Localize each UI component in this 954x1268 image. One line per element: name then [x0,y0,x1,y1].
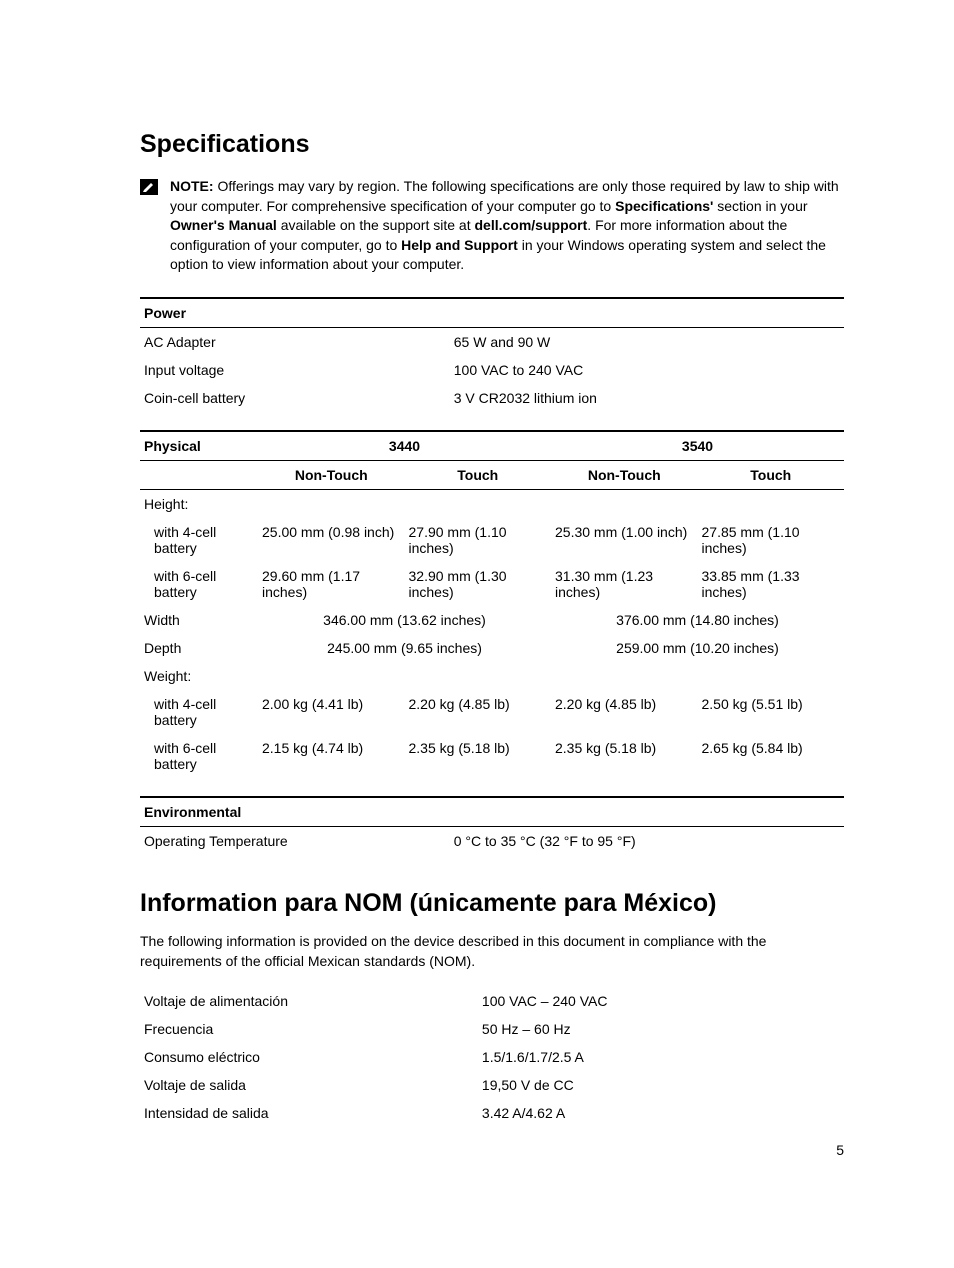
depth-label: Depth [140,634,258,662]
power-label: Input voltage [140,356,450,384]
note-block: NOTE: Offerings may vary by region. The … [140,177,844,275]
env-label: Operating Temperature [140,826,450,855]
nom-intro: The following information is provided on… [140,932,844,971]
table-row: Width 346.00 mm (13.62 inches) 376.00 mm… [140,606,844,634]
with4-label-w: with 4-cell battery [140,690,258,734]
col-nontouch-a: Non-Touch [258,460,405,489]
nom-value: 100 VAC – 240 VAC [478,987,844,1015]
nom-label: Frecuencia [140,1015,478,1043]
power-table: Power AC Adapter 65 W and 90 W Input vol… [140,297,844,412]
page-number: 5 [836,1142,844,1158]
table-row: Depth 245.00 mm (9.65 inches) 259.00 mm … [140,634,844,662]
table-row: Height: [140,489,844,518]
col-nontouch-b: Non-Touch [551,460,698,489]
nom-value: 50 Hz – 60 Hz [478,1015,844,1043]
table-row: Voltaje de salida 19,50 V de CC [140,1071,844,1099]
weight-label: Weight: [140,662,844,690]
with6-label-w: with 6-cell battery [140,734,258,778]
note-bold1: Specifications' [615,198,713,214]
power-label: AC Adapter [140,327,450,356]
env-header: Environmental [140,797,844,827]
table-row: Frecuencia 50 Hz – 60 Hz [140,1015,844,1043]
nom-label: Voltaje de salida [140,1071,478,1099]
power-header: Power [140,298,844,328]
nom-value: 3.42 A/4.62 A [478,1099,844,1127]
w6-a-nt: 2.15 kg (4.74 lb) [258,734,405,778]
table-row: Input voltage 100 VAC to 240 VAC [140,356,844,384]
with6-label: with 6-cell battery [140,562,258,606]
note-bold2: Owner's Manual [170,217,277,233]
h4-b-t: 27.85 mm (1.10 inches) [698,518,845,562]
table-row: Voltaje de alimentación 100 VAC – 240 VA… [140,987,844,1015]
col-touch-a: Touch [405,460,552,489]
power-label: Coin-cell battery [140,384,450,412]
note-bold3: dell.com/support [475,217,588,233]
table-row: Weight: [140,662,844,690]
height-label: Height: [140,489,844,518]
note-pencil-icon [140,179,158,195]
w6-b-nt: 2.35 kg (5.18 lb) [551,734,698,778]
h4-b-nt: 25.30 mm (1.00 inch) [551,518,698,562]
nom-label: Intensidad de salida [140,1099,478,1127]
h4-a-nt: 25.00 mm (0.98 inch) [258,518,405,562]
h6-a-nt: 29.60 mm (1.17 inches) [258,562,405,606]
note-bold4: Help and Support [401,237,518,253]
table-row: with 4-cell battery 2.00 kg (4.41 lb) 2.… [140,690,844,734]
physical-table: Physical 3440 3540 Non-Touch Touch Non-T… [140,430,844,778]
power-value: 100 VAC to 240 VAC [450,356,844,384]
note-text: NOTE: Offerings may vary by region. The … [170,177,844,275]
nom-heading: Information para NOM (únicamente para Mé… [140,889,844,918]
nom-value: 1.5/1.6/1.7/2.5 A [478,1043,844,1071]
depth-a: 245.00 mm (9.65 inches) [258,634,551,662]
model-3540: 3540 [551,431,844,461]
page: Specifications NOTE: Offerings may vary … [0,0,954,1268]
table-row: with 4-cell battery 25.00 mm (0.98 inch)… [140,518,844,562]
env-value: 0 °C to 35 °C (32 °F to 95 °F) [450,826,844,855]
h6-a-t: 32.90 mm (1.30 inches) [405,562,552,606]
model-3440: 3440 [258,431,551,461]
nom-label: Consumo eléctrico [140,1043,478,1071]
w4-a-nt: 2.00 kg (4.41 lb) [258,690,405,734]
w4-b-t: 2.50 kg (5.51 lb) [698,690,845,734]
power-value: 65 W and 90 W [450,327,844,356]
physical-header: Physical [140,431,258,461]
w4-a-t: 2.20 kg (4.85 lb) [405,690,552,734]
h4-a-t: 27.90 mm (1.10 inches) [405,518,552,562]
nom-value: 19,50 V de CC [478,1071,844,1099]
table-row: Operating Temperature 0 °C to 35 °C (32 … [140,826,844,855]
specifications-heading: Specifications [140,130,844,159]
table-row: Consumo eléctrico 1.5/1.6/1.7/2.5 A [140,1043,844,1071]
table-row: with 6-cell battery 29.60 mm (1.17 inche… [140,562,844,606]
col-touch-b: Touch [698,460,845,489]
w6-b-t: 2.65 kg (5.84 lb) [698,734,845,778]
width-b: 376.00 mm (14.80 inches) [551,606,844,634]
w6-a-t: 2.35 kg (5.18 lb) [405,734,552,778]
width-label: Width [140,606,258,634]
power-value: 3 V CR2032 lithium ion [450,384,844,412]
depth-b: 259.00 mm (10.20 inches) [551,634,844,662]
empty-cell [140,460,258,489]
table-row: Coin-cell battery 3 V CR2032 lithium ion [140,384,844,412]
h6-b-nt: 31.30 mm (1.23 inches) [551,562,698,606]
w4-b-nt: 2.20 kg (4.85 lb) [551,690,698,734]
with4-label: with 4-cell battery [140,518,258,562]
table-row: Intensidad de salida 3.42 A/4.62 A [140,1099,844,1127]
h6-b-t: 33.85 mm (1.33 inches) [698,562,845,606]
note-part2: section in your [713,198,807,214]
note-part3: available on the support site at [277,217,475,233]
table-row: AC Adapter 65 W and 90 W [140,327,844,356]
nom-table: Voltaje de alimentación 100 VAC – 240 VA… [140,987,844,1127]
environmental-table: Environmental Operating Temperature 0 °C… [140,796,844,855]
width-a: 346.00 mm (13.62 inches) [258,606,551,634]
table-row: with 6-cell battery 2.15 kg (4.74 lb) 2.… [140,734,844,778]
nom-label: Voltaje de alimentación [140,987,478,1015]
note-label: NOTE: [170,178,214,194]
